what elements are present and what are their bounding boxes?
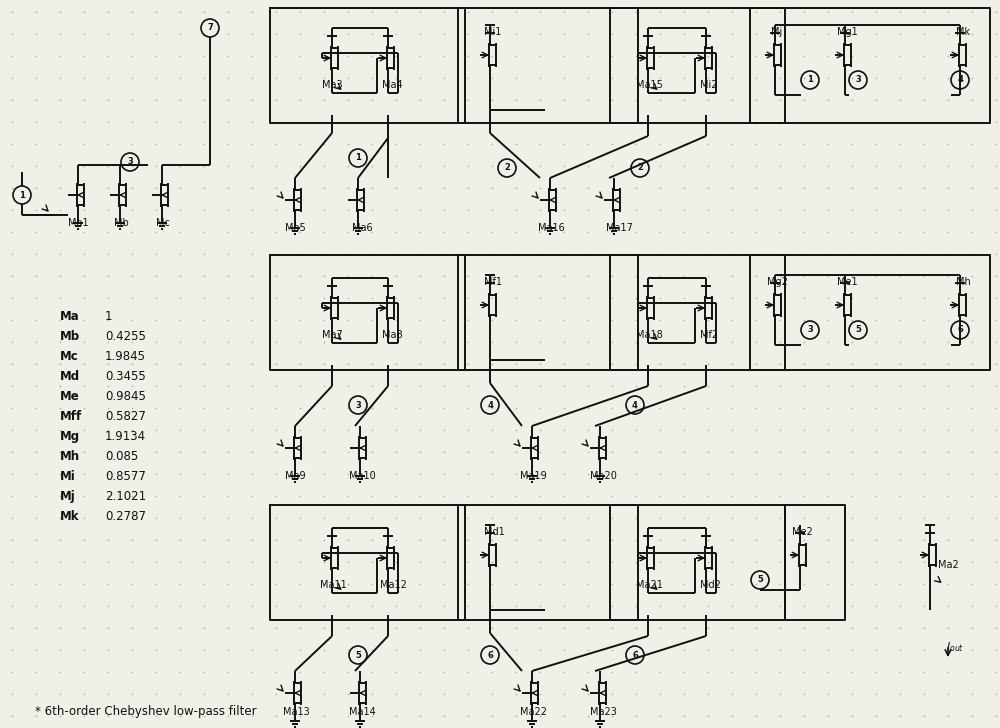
Text: 6: 6 <box>632 651 638 660</box>
Text: Ma: Ma <box>60 310 80 323</box>
Text: Ma3: Ma3 <box>322 80 343 90</box>
Text: Mg2: Mg2 <box>767 277 788 287</box>
Text: Me1: Me1 <box>837 277 858 287</box>
Text: 0.3455: 0.3455 <box>105 370 146 383</box>
Text: Me2: Me2 <box>792 527 813 537</box>
Text: Me: Me <box>60 390 80 403</box>
Text: Ma13: Ma13 <box>283 707 310 717</box>
Text: Mj: Mj <box>60 490 76 503</box>
Text: Ma9: Ma9 <box>285 471 306 481</box>
Text: 2: 2 <box>504 164 510 173</box>
Text: $I_{out}$: $I_{out}$ <box>946 640 964 654</box>
Text: 6: 6 <box>487 651 493 660</box>
Text: 0.5827: 0.5827 <box>105 410 146 423</box>
Text: Mf1: Mf1 <box>484 277 502 287</box>
Text: 5: 5 <box>855 325 861 334</box>
Text: Mff: Mff <box>60 410 82 423</box>
Text: 4: 4 <box>957 76 963 84</box>
Text: 1: 1 <box>355 154 361 162</box>
Text: 5: 5 <box>355 651 361 660</box>
Text: Mg: Mg <box>60 430 80 443</box>
Text: Mc: Mc <box>156 218 170 228</box>
Text: 0.2787: 0.2787 <box>105 510 146 523</box>
Text: Ma6: Ma6 <box>352 223 373 233</box>
Text: Mk: Mk <box>956 27 970 37</box>
Text: Mb: Mb <box>60 330 80 343</box>
Text: 2: 2 <box>637 164 643 173</box>
Text: Ma20: Ma20 <box>590 471 617 481</box>
Text: Ma23: Ma23 <box>590 707 617 717</box>
Text: 6: 6 <box>957 325 963 334</box>
Text: Ma21: Ma21 <box>636 580 663 590</box>
Text: 4: 4 <box>487 400 493 409</box>
Text: 1: 1 <box>105 310 112 323</box>
Text: Ma4: Ma4 <box>382 80 403 90</box>
Text: * 6th-order Chebyshev low-pass filter: * 6th-order Chebyshev low-pass filter <box>35 705 257 718</box>
Text: 3: 3 <box>127 157 133 167</box>
Text: Ma5: Ma5 <box>285 223 306 233</box>
Text: 0.4255: 0.4255 <box>105 330 146 343</box>
Text: 0.8577: 0.8577 <box>105 470 146 483</box>
Text: Ma14: Ma14 <box>349 707 376 717</box>
Text: 2.1021: 2.1021 <box>105 490 146 503</box>
Text: Ma11: Ma11 <box>320 580 347 590</box>
Text: 1.9134: 1.9134 <box>105 430 146 443</box>
Text: Mh: Mh <box>60 450 80 463</box>
Text: Ma18: Ma18 <box>636 330 663 340</box>
Text: 3: 3 <box>855 76 861 84</box>
Text: Mk: Mk <box>60 510 80 523</box>
Text: Ma15: Ma15 <box>636 80 663 90</box>
Text: Ma2: Ma2 <box>938 560 959 570</box>
Text: 1: 1 <box>807 76 813 84</box>
Text: Ma10: Ma10 <box>349 471 376 481</box>
Text: Mj: Mj <box>771 27 782 37</box>
Text: Md1: Md1 <box>484 527 505 537</box>
Text: Ma12: Ma12 <box>380 580 407 590</box>
Text: 0.9845: 0.9845 <box>105 390 146 403</box>
Text: 4: 4 <box>632 400 638 409</box>
Text: 3: 3 <box>355 400 361 409</box>
Text: Mg1: Mg1 <box>837 27 858 37</box>
Text: Ma7: Ma7 <box>322 330 343 340</box>
Text: Mi1: Mi1 <box>484 27 501 37</box>
Text: 5: 5 <box>757 576 763 585</box>
Text: 7: 7 <box>207 23 213 33</box>
Text: Mi2: Mi2 <box>700 80 718 90</box>
Text: Md: Md <box>60 370 80 383</box>
Text: 3: 3 <box>807 325 813 334</box>
Text: Ma17: Ma17 <box>606 223 633 233</box>
Text: Md2: Md2 <box>700 580 721 590</box>
Text: Mf2: Mf2 <box>700 330 718 340</box>
Text: 0.085: 0.085 <box>105 450 138 463</box>
Text: Mh: Mh <box>956 277 971 287</box>
Text: Ma1: Ma1 <box>68 218 89 228</box>
Text: Ma16: Ma16 <box>538 223 565 233</box>
Text: 1: 1 <box>19 191 25 199</box>
Text: Mi: Mi <box>60 470 76 483</box>
Text: Ma19: Ma19 <box>520 471 547 481</box>
Text: Mc: Mc <box>60 350 79 363</box>
Text: Ma8: Ma8 <box>382 330 403 340</box>
Text: Mb: Mb <box>114 218 129 228</box>
Text: 1.9845: 1.9845 <box>105 350 146 363</box>
Text: Ma22: Ma22 <box>520 707 547 717</box>
